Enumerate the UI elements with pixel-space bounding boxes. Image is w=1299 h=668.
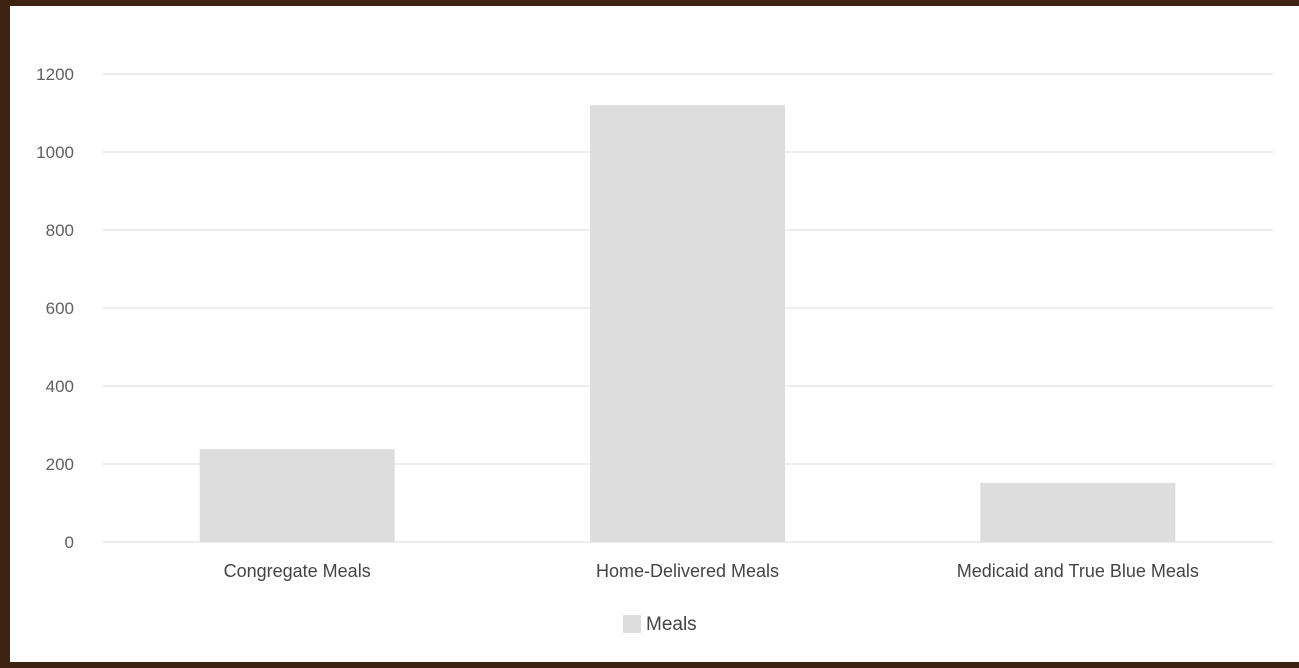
bar-3 — [980, 482, 1176, 542]
bar-2 — [590, 105, 785, 542]
chart-panel: 0 200 400 600 800 1000 1200 Congregate Meals Hom… — [10, 6, 1299, 662]
y-tick-label-800: 800 — [46, 221, 74, 240]
y-tick-label-200: 200 — [46, 455, 74, 474]
legend-swatch — [623, 615, 641, 633]
y-tick-label-400: 400 — [46, 377, 74, 396]
y-tick-label-0: 0 — [65, 533, 74, 552]
legend-label: Meals — [646, 614, 697, 635]
x-category-label-2: Home-Delivered Meals — [596, 561, 779, 581]
x-category-label-1: Congregate Meals — [224, 561, 371, 581]
y-tick-label-1000: 1000 — [36, 143, 74, 162]
bar-chart: 0 200 400 600 800 1000 1200 Congregate Meals Hom… — [36, 65, 1273, 635]
bar-1 — [199, 449, 395, 542]
y-tick-label-600: 600 — [46, 299, 74, 318]
x-category-label-3: Medicaid and True Blue Meals — [957, 561, 1199, 581]
y-tick-label-1200: 1200 — [36, 65, 74, 84]
